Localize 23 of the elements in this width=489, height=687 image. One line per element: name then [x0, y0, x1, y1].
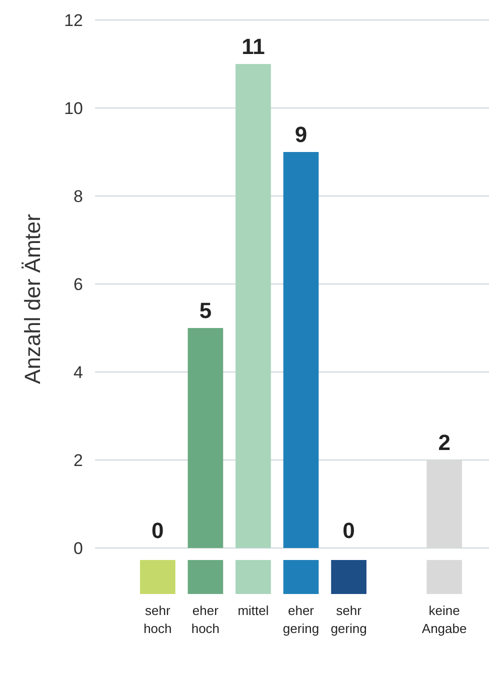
x-tick-label: sehr gering [330, 603, 367, 636]
y-tick-label: 10 [64, 98, 83, 118]
data-label: 5 [199, 298, 212, 323]
x-tick-label: sehr hoch [144, 603, 172, 636]
bar [236, 64, 271, 548]
x-tick-label: keine Angabe [422, 603, 467, 636]
bar [188, 328, 224, 548]
x-tick-label: mittel [238, 603, 269, 618]
y-tick-label: 8 [74, 186, 83, 206]
y-tick-label: 2 [74, 450, 83, 470]
y-tick-label: 12 [64, 10, 83, 30]
data-label: 0 [152, 518, 164, 543]
data-label: 0 [342, 518, 355, 543]
y-axis-title: Anzahl der Ämter [20, 214, 45, 384]
y-tick-label: 4 [74, 362, 83, 382]
y-tick-label: 0 [74, 538, 83, 558]
x-tick-label: eher hoch [191, 603, 220, 636]
data-label: 9 [294, 122, 308, 147]
y-tick-label: 6 [74, 274, 83, 294]
x-tick-label: eher gering [282, 603, 320, 636]
data-label: 2 [438, 430, 450, 455]
data-label: 11 [242, 34, 265, 59]
bar [283, 152, 319, 548]
